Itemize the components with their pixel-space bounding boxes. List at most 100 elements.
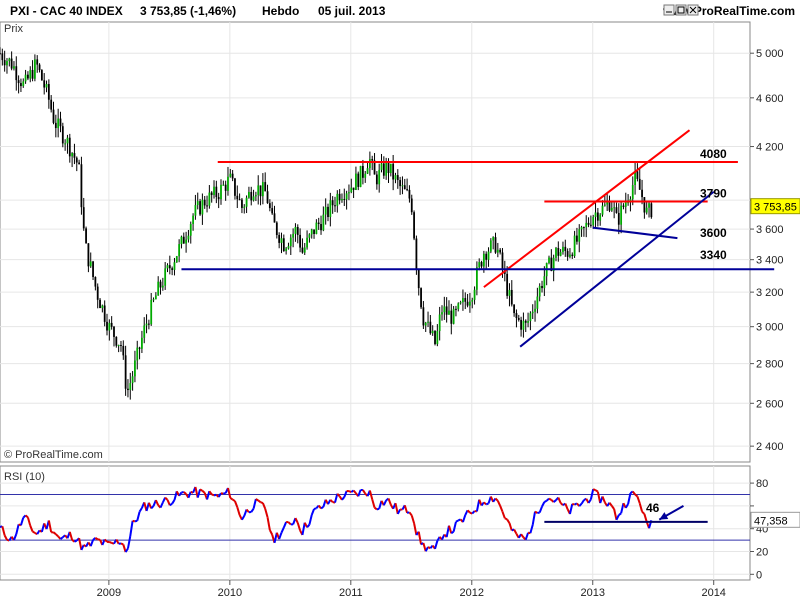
rsi-last-value-marker: 47,358	[750, 511, 800, 528]
rsi-lines	[544, 505, 708, 523]
candle-body	[538, 285, 541, 297]
rsi-segment	[29, 525, 34, 532]
rsi-segment	[317, 504, 322, 510]
candle-body	[29, 69, 32, 79]
rsi-segment	[475, 499, 481, 512]
candle-body	[564, 246, 567, 252]
rsi-segment	[132, 519, 136, 523]
rsi-segment	[332, 501, 336, 504]
rsi-segment	[255, 498, 259, 502]
candle-body	[445, 306, 448, 315]
rsi-arrow-head	[659, 512, 669, 520]
candle-body	[462, 298, 464, 303]
rsi-segment	[534, 510, 538, 514]
rsi-segment	[373, 506, 378, 511]
candle-body	[231, 173, 234, 179]
candle-body	[106, 321, 108, 331]
candle-body	[8, 58, 11, 62]
maximize-icon[interactable]	[675, 4, 687, 16]
rsi-segment	[341, 496, 346, 501]
candle-body	[429, 321, 432, 334]
candle-body	[438, 314, 441, 332]
last-quote: 3 753,85 (-1,46%)	[140, 4, 236, 18]
rsi-segment	[257, 499, 262, 503]
candle-body	[345, 193, 348, 200]
candle-body	[583, 227, 585, 229]
candle-body	[427, 321, 429, 323]
rsi-segment	[229, 497, 234, 501]
candle-body	[594, 212, 597, 217]
candle-body	[610, 207, 613, 211]
rsi-segment	[352, 489, 357, 494]
rsi-segment	[469, 511, 473, 515]
rsi-segment	[396, 508, 402, 515]
rsi-segment	[434, 540, 439, 550]
rsi-segment	[608, 502, 613, 507]
candle-body	[136, 347, 139, 361]
candle-body	[406, 189, 409, 191]
candle-body	[324, 206, 327, 215]
candle-body	[338, 193, 341, 201]
rsi-segment	[406, 511, 410, 514]
candle-body	[592, 216, 595, 226]
candle-body	[294, 227, 297, 234]
rsi-segment	[427, 546, 431, 550]
x-tick-label: 2010	[218, 587, 242, 599]
candle-body	[101, 305, 104, 309]
candle-body	[464, 298, 467, 302]
rsi-segment	[150, 505, 155, 510]
candle-body	[282, 238, 285, 252]
candle-body	[278, 235, 281, 243]
candle-body	[180, 236, 183, 245]
candle-body	[624, 202, 627, 207]
candle-body	[264, 182, 267, 192]
candle-body	[603, 204, 606, 206]
rsi-segment	[13, 533, 18, 541]
candle-body	[80, 164, 83, 208]
rsi-segment	[26, 517, 32, 526]
candle-body	[359, 165, 362, 187]
trend-line-short-trend	[592, 226, 678, 240]
rsi-segment	[111, 541, 115, 545]
rsi-segment	[343, 490, 348, 498]
candle-body	[196, 201, 199, 205]
rsi-segment	[287, 521, 292, 526]
rsi-segment	[15, 524, 20, 535]
rsi-last-value-label: 47,358	[754, 515, 788, 527]
candle-body	[215, 186, 218, 198]
x-tick-label: 2014	[701, 587, 725, 599]
candle-body	[371, 159, 374, 161]
rsi-segment	[611, 505, 615, 510]
candle-body	[550, 257, 553, 271]
candle-body	[536, 296, 539, 309]
candle-body	[396, 175, 399, 181]
price-tick-label: 3 400	[756, 255, 784, 267]
rsi-segment	[47, 520, 53, 533]
rsi-segment	[499, 505, 504, 513]
candle-body	[61, 126, 64, 144]
candle-body	[85, 228, 87, 244]
rsi-segment	[126, 535, 132, 549]
candle-body	[448, 310, 450, 315]
minimize-icon[interactable]	[663, 4, 675, 16]
candle-body	[362, 165, 364, 178]
date-label: 05 juil. 2013	[318, 4, 386, 18]
candle-body	[299, 234, 301, 248]
last-price-label: 3 753,85	[754, 202, 797, 214]
candle-body	[178, 244, 181, 257]
candle-body	[266, 191, 269, 204]
candle-body	[122, 345, 125, 356]
rsi-segment	[306, 524, 311, 528]
candle-body	[15, 66, 18, 81]
candle-body	[224, 184, 227, 191]
price-axis-label: Prix	[4, 23, 23, 35]
rsi-segment	[538, 506, 543, 513]
rsi-segment	[211, 493, 215, 497]
candle-body	[373, 160, 376, 175]
watermark: © ProRealTime.com	[4, 449, 103, 461]
candle-body	[478, 262, 481, 268]
candle-body	[143, 325, 146, 338]
rsi-segment	[394, 502, 399, 515]
rsi-segment	[296, 522, 302, 531]
close-icon[interactable]	[687, 4, 699, 16]
